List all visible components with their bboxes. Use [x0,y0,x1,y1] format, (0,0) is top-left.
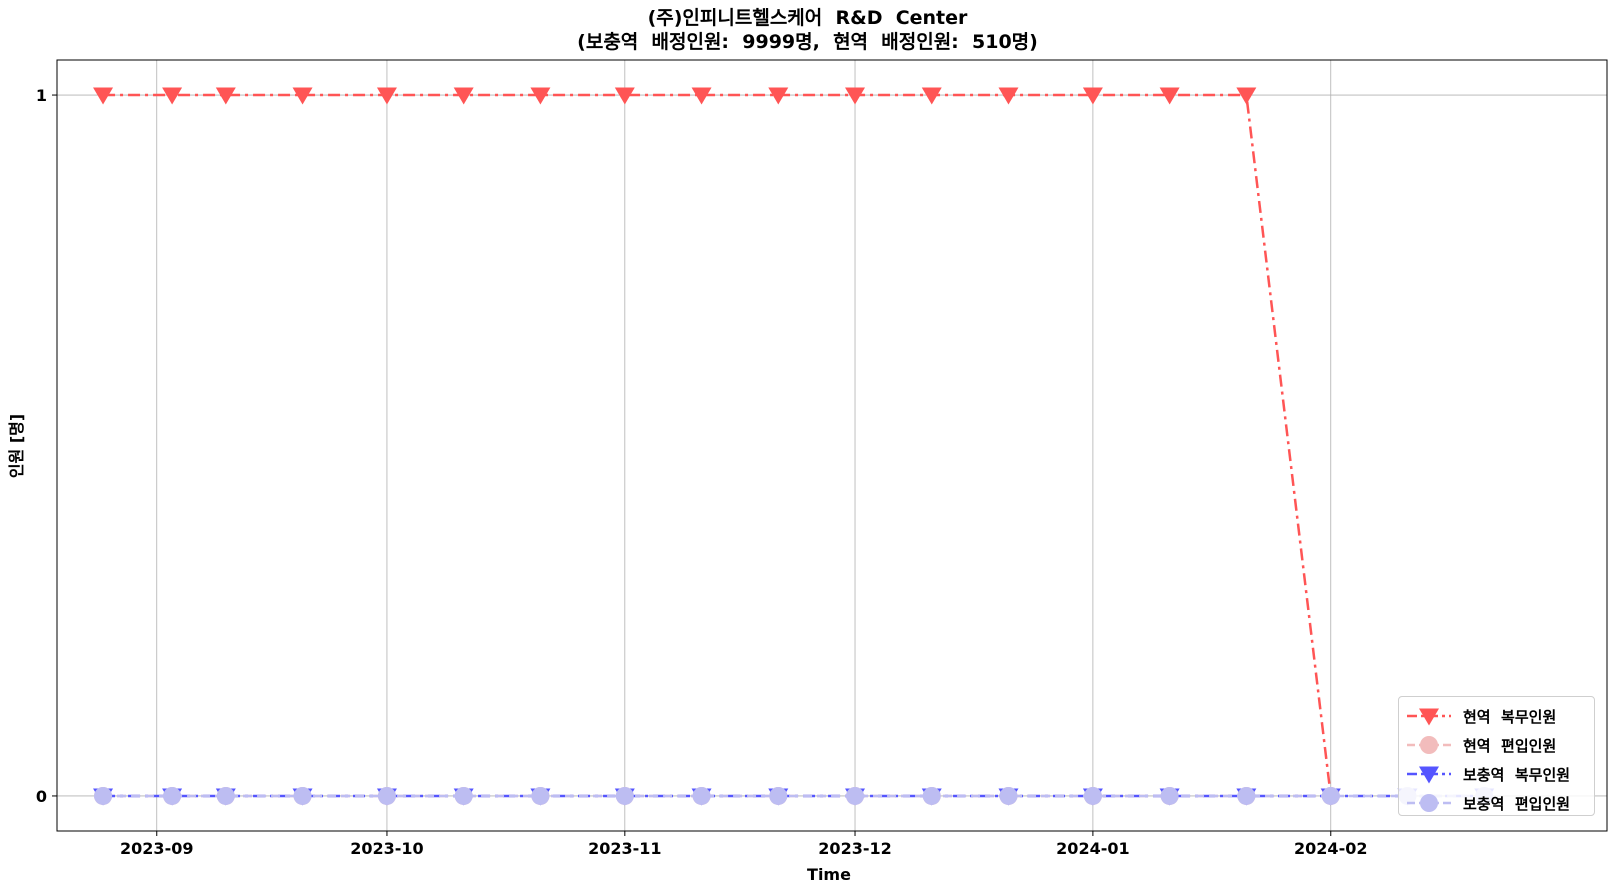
legend-marker [1420,736,1438,754]
x-tick-label: 2023-10 [350,839,423,858]
legend-label: 현역 편입인원 [1463,737,1557,755]
x-tick-label: 2024-01 [1056,839,1129,858]
chart-title-line: (주)인피니트헬스케어 R&D Center [647,7,968,29]
series-line [103,93,1333,797]
grid-lines [57,60,1607,831]
data-point [768,87,789,105]
data-point [454,786,473,805]
x-axis-label: Time [807,865,851,884]
legend-swatch [1407,766,1451,784]
data-point [769,786,788,805]
x-tick-label: 2023-11 [588,839,661,858]
x-tick-label: 2023-09 [120,839,193,858]
y-axis-label: 인원 [명] [7,414,26,478]
data-point [1237,786,1256,805]
data-point [1083,786,1102,805]
chart-title: (주)인피니트헬스케어 R&D Center (보충역 배정인원: 9999명, … [0,6,1615,54]
data-point [1236,87,1257,105]
data-point [691,87,712,105]
data-point [531,786,550,805]
legend-label: 보충역 복무인원 [1463,766,1571,784]
legend-swatch [1407,736,1451,754]
legend-marker [1420,794,1438,812]
x-tick-label: 2023-12 [818,839,891,858]
data-point [1082,87,1103,105]
data-point [921,87,942,105]
legend-label: 보충역 편입인원 [1463,795,1571,813]
data-point [94,786,113,805]
legend-marker [1419,708,1439,726]
data-point [1321,786,1340,805]
legend-item: 보충역 복무인원 [1399,759,1596,789]
data-point [530,87,551,105]
x-tick-labels: 2023-09 2023-10 2023-11 2023-12 2024-01 2024-… [120,839,1367,858]
axes-frame [52,59,1608,836]
y-tick-label: 1 [36,86,47,105]
data-point [1159,87,1180,105]
data-point [1160,786,1179,805]
series-layer [93,87,1495,806]
chart-title-line: (보충역 배정인원: 9999명, 현역 배정인원: 510명) [577,31,1038,53]
legend-swatch [1407,794,1451,812]
data-point [293,786,312,805]
data-point [376,87,397,105]
data-point [93,87,114,105]
legend-label: 현역 복무인원 [1463,708,1557,726]
data-point [692,786,711,805]
legend-swatch [1407,708,1451,726]
data-point [846,786,865,805]
data-point [292,87,313,105]
legend-item: 보충역 편입인원 [1399,788,1596,818]
series-1 [93,87,1341,806]
legend-item: 현역 편입인원 [1399,730,1596,760]
data-point [163,786,182,805]
data-point [614,87,635,105]
y-tick-labels: 01 [36,86,47,806]
data-point [999,786,1018,805]
data-point [998,87,1019,105]
legend-item: 현역 복무인원 [1399,701,1596,731]
data-point [215,87,236,105]
x-tick-label: 2024-02 [1294,839,1367,858]
series-4 [94,786,1494,805]
data-point [615,786,634,805]
data-point [162,87,183,105]
plot-frame [56,59,1608,832]
y-tick-label: 0 [36,787,47,806]
legend-marker [1419,766,1439,784]
data-point [922,786,941,805]
data-point [845,87,866,105]
data-point [453,87,474,105]
data-point [377,786,396,805]
data-point [216,786,235,805]
